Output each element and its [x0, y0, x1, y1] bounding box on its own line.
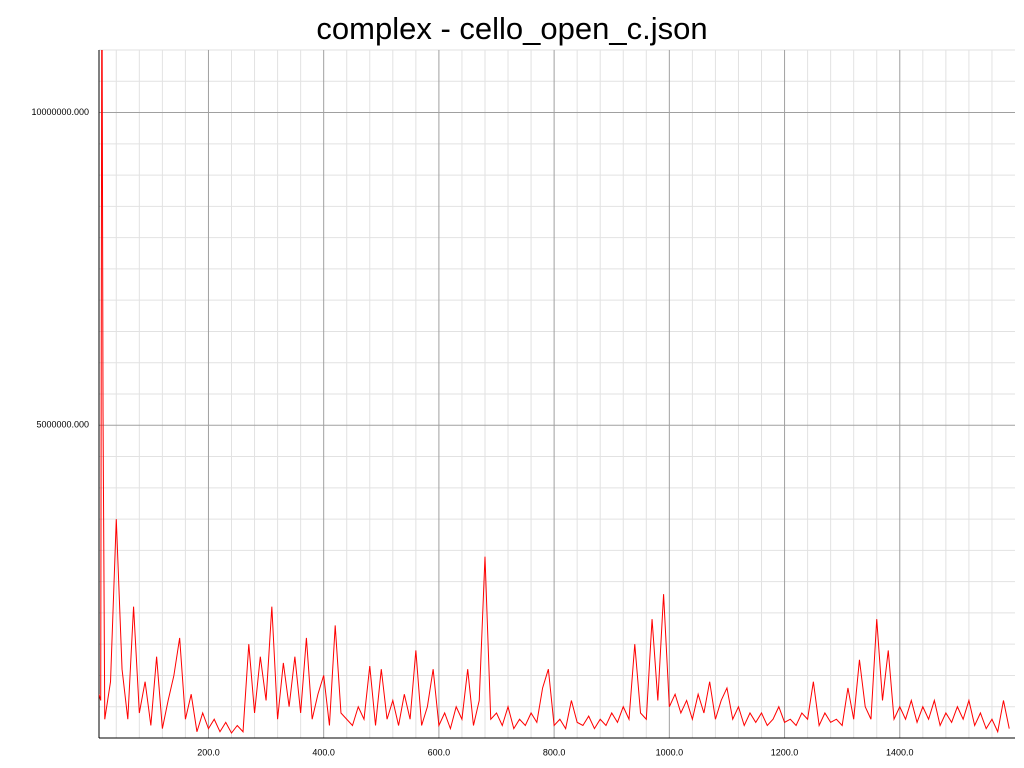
line-series: [99, 50, 1010, 734]
x-tick-label: 200.0: [197, 747, 220, 757]
x-tick-label: 1200.0: [771, 747, 799, 757]
plot-area: [99, 50, 1010, 734]
x-tick-label: 1000.0: [656, 747, 684, 757]
x-tick-label: 1400.0: [886, 747, 914, 757]
x-tick-label: 400.0: [312, 747, 335, 757]
y-tick-label: 10000000.000: [31, 107, 89, 117]
x-tick-label: 600.0: [428, 747, 451, 757]
y-tick-label: 5000000.000: [36, 420, 89, 430]
chart-title: complex - cello_open_c.json: [316, 11, 707, 46]
x-tick-label: 800.0: [543, 747, 566, 757]
